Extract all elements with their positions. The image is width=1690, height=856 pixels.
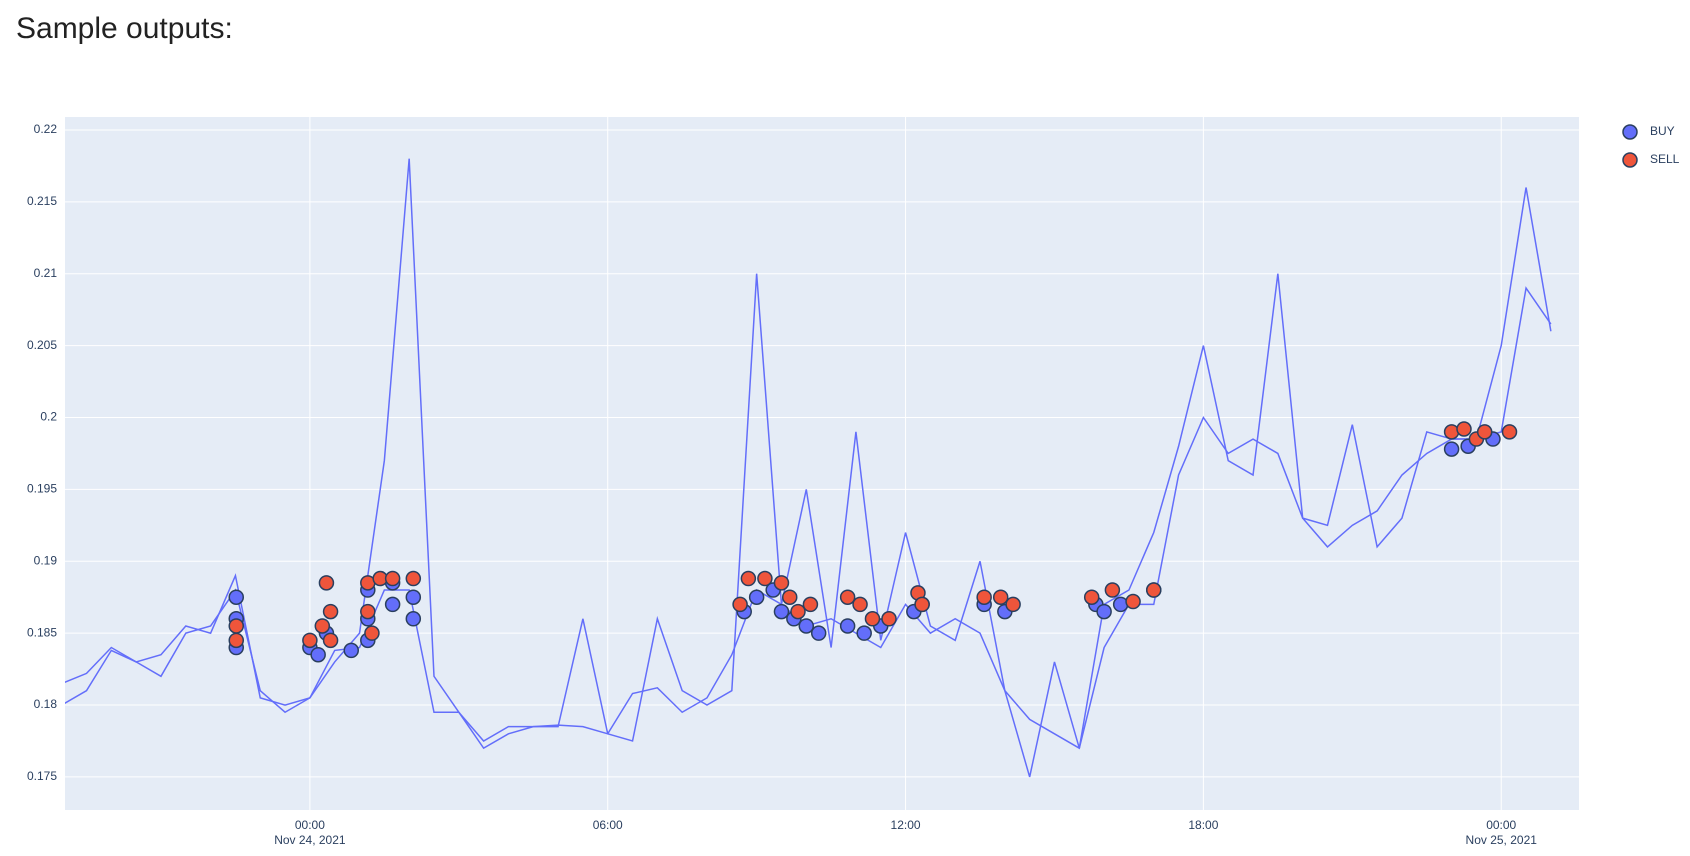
trade-marker xyxy=(310,646,326,663)
trade-marker xyxy=(798,618,815,634)
trade-marker xyxy=(864,611,881,627)
trade-marker xyxy=(1104,582,1121,598)
page-heading: Sample outputs: xyxy=(16,12,233,45)
y-tick-label: 0.2 xyxy=(40,410,57,424)
legend-label: SELL xyxy=(1650,152,1680,166)
trade-marker xyxy=(732,596,748,613)
trade-marker xyxy=(343,642,360,659)
trade-marker xyxy=(781,589,798,605)
trade-marker xyxy=(384,570,401,587)
y-tick-label: 0.215 xyxy=(27,194,57,208)
x-tick-label: 06:00 xyxy=(593,818,623,832)
trade-marker xyxy=(914,596,930,613)
legend-label: BUY xyxy=(1650,124,1675,138)
trade-marker xyxy=(757,570,773,587)
trade-marker xyxy=(405,589,422,605)
y-tick-label: 0.185 xyxy=(27,625,57,639)
trade-marker xyxy=(405,570,422,587)
trade-marker xyxy=(1096,603,1112,620)
trade-marker xyxy=(314,618,331,634)
y-tick-label: 0.205 xyxy=(27,338,57,352)
trade-marker xyxy=(1146,582,1162,598)
trade-marker xyxy=(1476,424,1493,440)
legend-marker xyxy=(1622,124,1638,140)
trade-marker xyxy=(992,589,1009,605)
trade-marker xyxy=(1456,421,1472,437)
trade-marker xyxy=(228,632,245,649)
trade-marker xyxy=(1005,596,1021,613)
trade-marker xyxy=(748,589,765,605)
y-tick-label: 0.21 xyxy=(34,266,58,280)
trade-marker xyxy=(790,603,806,620)
trade-marker xyxy=(1125,593,1141,610)
trade-marker xyxy=(228,589,245,605)
x-tick-label: Nov 24, 2021 xyxy=(274,833,346,847)
trade-marker xyxy=(228,618,245,634)
trade-marker xyxy=(364,625,380,641)
trade-marker xyxy=(802,596,819,613)
trade-marker xyxy=(1501,424,1518,440)
trade-marker xyxy=(302,632,318,649)
y-tick-label: 0.195 xyxy=(27,482,57,496)
trade-marker xyxy=(740,570,757,587)
trade-marker xyxy=(1443,441,1460,457)
legend-marker xyxy=(1622,152,1638,168)
trade-marker xyxy=(1443,424,1460,440)
x-tick-label: 18:00 xyxy=(1188,818,1218,832)
trade-marker xyxy=(360,603,376,620)
trade-marker xyxy=(852,596,868,613)
trade-marker xyxy=(839,589,856,605)
trade-marker xyxy=(318,575,335,591)
trade-marker xyxy=(810,625,827,641)
trade-marker xyxy=(976,589,992,605)
trade-marker xyxy=(1083,589,1100,605)
trade-marker xyxy=(856,625,872,641)
y-tick-label: 0.22 xyxy=(34,122,58,136)
plot-background xyxy=(65,117,1579,810)
x-tick-label: 00:00 xyxy=(295,818,325,832)
trade-marker xyxy=(1112,596,1129,613)
x-tick-label: 00:00 xyxy=(1486,818,1516,832)
trade-marker xyxy=(773,575,790,591)
trade-marker xyxy=(322,603,339,620)
y-tick-label: 0.175 xyxy=(27,769,57,783)
y-tick-label: 0.19 xyxy=(34,553,58,567)
trade-marker xyxy=(322,632,339,649)
trade-marker xyxy=(384,596,401,613)
trade-marker xyxy=(881,611,897,627)
trade-marker xyxy=(839,618,856,634)
x-tick-label: 12:00 xyxy=(891,818,921,832)
trade-marker xyxy=(773,603,790,620)
y-tick-label: 0.18 xyxy=(34,697,58,711)
trade-marker xyxy=(405,611,422,627)
x-tick-label: Nov 25, 2021 xyxy=(1466,833,1538,847)
